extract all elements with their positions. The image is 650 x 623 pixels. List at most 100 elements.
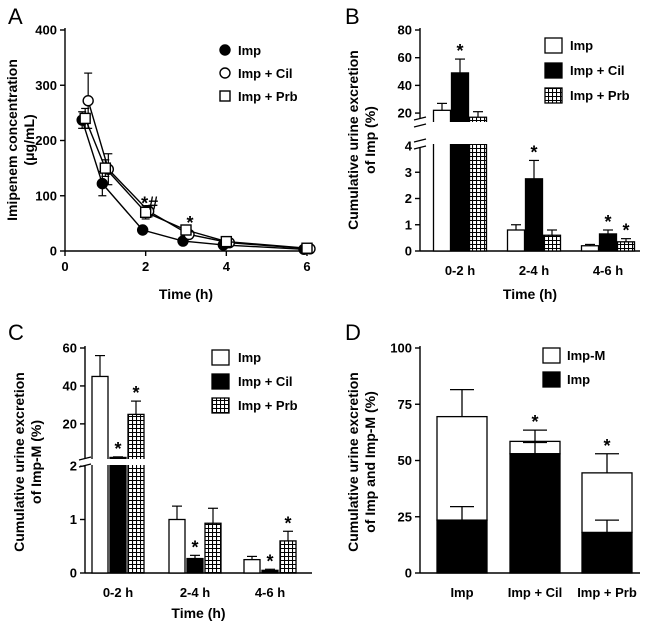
legend-label: Imp (238, 43, 261, 58)
axis-break-mark (413, 138, 427, 143)
significance-mark: * (456, 41, 463, 61)
y-tick-label: 80 (398, 23, 412, 38)
x-tick-label: Imp (450, 585, 473, 600)
legend-swatch (542, 347, 561, 364)
y-tick-label: 40 (63, 378, 77, 393)
y-tick-label: 20 (63, 416, 77, 431)
data-point (219, 44, 231, 56)
y-axis-label-line: Cumulative urine excretion (345, 50, 361, 230)
y-axis-label-line: (μg/mL) (21, 114, 37, 165)
series-line (87, 100, 311, 250)
y-tick-label: 100 (35, 188, 57, 203)
legend-swatch (211, 373, 230, 390)
axis-break-gap (414, 140, 426, 148)
data-point (82, 95, 94, 107)
x-axis-label: Time (h) (171, 605, 225, 621)
data-point (79, 112, 91, 125)
bar (204, 522, 222, 574)
significance-mark: * (114, 439, 121, 459)
x-tick-label: 2-4 h (519, 263, 549, 278)
legend-swatch (544, 62, 563, 79)
data-point (219, 90, 231, 102)
y-tick-label: 100 (390, 341, 412, 356)
y-tick-label: 200 (35, 133, 57, 148)
y-tick-label: 25 (398, 509, 412, 524)
bar (506, 229, 526, 252)
y-axis-label: Cumulative urine excretionof Imp (%) (345, 50, 378, 230)
bar (279, 540, 297, 574)
legend-label: Imp + Cil (238, 374, 293, 389)
legend-swatch (544, 87, 563, 104)
data-point (99, 162, 112, 174)
legend-label: Imp + Cil (570, 63, 625, 78)
bar-segment (436, 519, 488, 574)
y-tick-label: 50 (398, 453, 412, 468)
y-axis-label: Cumulative urine excretionof Imp and Imp… (345, 372, 378, 552)
significance-mark: * (604, 212, 611, 232)
axis-break-band (419, 122, 641, 144)
significance-mark: * (284, 513, 291, 533)
y-tick-label: 75 (398, 397, 412, 412)
significance-mark: *# (141, 194, 158, 214)
y-tick-label: 0 (405, 244, 412, 259)
y-tick-label: 0 (50, 244, 57, 259)
axis-break-gap (414, 118, 426, 126)
x-tick-label: 4 (223, 259, 231, 274)
axis-break-gap (79, 458, 91, 466)
significance-mark: * (266, 551, 273, 571)
bar (616, 241, 636, 252)
x-tick-label: 4-6 h (593, 263, 623, 278)
bar (580, 245, 600, 252)
significance-mark: * (622, 221, 629, 241)
y-tick-label: 0 (70, 566, 77, 581)
axis-break-mark (413, 145, 427, 150)
axis-break-mark (78, 463, 92, 468)
y-axis-label-line: Imipenem concentration (4, 59, 20, 221)
series-line (84, 118, 308, 249)
panel-c: C 0 1 2 20 40 60 * * * * * 0-2 h 2-4 h 4-6 h Time (h) Cu… (8, 320, 313, 621)
legend-label: Imp + Prb (238, 398, 298, 413)
x-tick-label: 0-2 h (103, 585, 133, 600)
x-tick-label: 4-6 h (255, 585, 285, 600)
data-point (96, 177, 109, 190)
axis-break-mark (413, 116, 427, 121)
legend-label: Imp + Prb (570, 88, 630, 103)
legend-label: Imp (570, 38, 593, 53)
y-tick-label: 1 (70, 512, 77, 527)
data-point (136, 224, 149, 236)
x-tick-label: 2-4 h (180, 585, 210, 600)
bar (524, 178, 544, 252)
bar-segment (436, 415, 488, 521)
x-tick-label: 2 (142, 259, 149, 274)
bar (168, 518, 186, 574)
panel-letter: B (345, 4, 360, 29)
axis-break-band (84, 459, 313, 465)
panel-letter: C (8, 320, 24, 345)
y-tick-label: 20 (398, 106, 412, 121)
y-tick-label: 2 (70, 459, 77, 474)
x-axis-label: Time (h) (159, 286, 213, 302)
y-axis-label: Cumulative urine excretionof Imp-M (%) (11, 372, 44, 552)
significance-mark: * (531, 412, 538, 432)
y-tick-label: 60 (398, 50, 412, 65)
legend-swatch (542, 371, 561, 388)
significance-mark: * (530, 142, 537, 162)
axis-break-mark (413, 123, 427, 128)
significance-mark: * (186, 213, 193, 233)
y-axis-label-line: of Imp (%) (362, 106, 378, 174)
axis-break-mark (78, 456, 92, 461)
panel-b: B 0 1 2 3 4 20 40 60 80 * * * * 0-2 h 2-4 h 4-6 h Time (h… (345, 4, 641, 302)
bar (109, 456, 127, 574)
bar (450, 72, 470, 252)
y-tick-label: 400 (35, 23, 57, 38)
bar (91, 375, 109, 574)
y-tick-label: 40 (398, 78, 412, 93)
bar (598, 233, 618, 252)
y-tick-label: 300 (35, 78, 57, 93)
y-axis-label-line: of Imp and Imp-M (%) (362, 391, 378, 533)
panel-a: A 0 100 200 300 400 0 2 4 6 Time (h) Imipenem conce… (4, 4, 316, 302)
x-tick-label: 0 (61, 259, 68, 274)
bar-segment (581, 531, 633, 574)
y-axis-label-line: Cumulative urine excretion (345, 372, 361, 552)
